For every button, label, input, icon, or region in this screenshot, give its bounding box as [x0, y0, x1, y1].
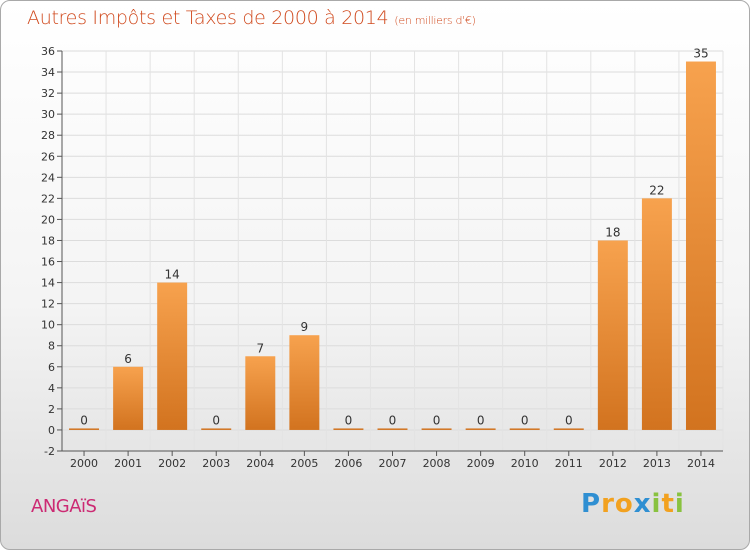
- bar: [641, 198, 672, 430]
- x-tick-label: 2005: [290, 457, 318, 470]
- data-label: 0: [565, 413, 573, 427]
- y-tick-label: 32: [41, 87, 55, 100]
- data-labels: 0 6 14 0 7 9 0 0 0 0 0 0 18 22 35: [80, 47, 708, 428]
- bar: [685, 61, 716, 430]
- chart-title-text: Autres Impôts et Taxes de 2000 à 2014: [27, 7, 389, 29]
- chart-title: Autres Impôts et Taxes de 2000 à 2014 (en…: [27, 7, 476, 29]
- bar: [245, 356, 276, 430]
- bar: [289, 335, 320, 430]
- bar: [113, 366, 144, 430]
- logo-letter: P: [581, 489, 602, 519]
- y-tick-label: 22: [41, 192, 55, 205]
- data-label: 18: [605, 225, 620, 239]
- logo-letter: x: [633, 489, 652, 519]
- data-label: 7: [256, 341, 264, 355]
- data-label: 22: [649, 183, 664, 197]
- y-tick-label: 24: [41, 171, 55, 184]
- logo-letter: r: [601, 489, 615, 519]
- y-tick-label: 16: [41, 256, 55, 269]
- y-tick-label: 14: [41, 277, 55, 290]
- x-tick-label: 2012: [599, 457, 627, 470]
- data-label: 0: [433, 413, 441, 427]
- bar: [553, 428, 584, 430]
- y-tick-label: 0: [48, 424, 55, 437]
- logo-letter: t: [661, 489, 675, 519]
- bar: [157, 282, 188, 430]
- x-tick-label: 2003: [202, 457, 230, 470]
- proxiti-logo[interactable]: Proxiti: [581, 489, 685, 519]
- data-label: 6: [124, 352, 132, 366]
- data-label: 9: [301, 320, 309, 334]
- commune-name: ANGAïS: [31, 496, 97, 517]
- y-tick-label: 6: [48, 361, 55, 374]
- x-tick-label: 2004: [246, 457, 274, 470]
- y-tick-label: 10: [41, 319, 55, 332]
- x-tick-label: 2006: [334, 457, 362, 470]
- bar: [465, 428, 496, 430]
- bars: [69, 61, 716, 430]
- y-tick-label: 18: [41, 234, 55, 247]
- logo-letter: i: [674, 489, 685, 519]
- x-tick-label: 2013: [643, 457, 671, 470]
- data-label: 0: [477, 413, 485, 427]
- x-tick-label: 2014: [687, 457, 715, 470]
- y-tick-label: 8: [48, 340, 55, 353]
- bar: [69, 428, 100, 430]
- bar: [377, 428, 408, 430]
- y-tick-label: 36: [41, 45, 55, 58]
- bar: [421, 428, 452, 430]
- x-tick-label: 2007: [379, 457, 407, 470]
- y-tick-label: 30: [41, 108, 55, 121]
- y-tick-label: -2: [44, 445, 55, 458]
- data-label: 0: [80, 413, 88, 427]
- y-tick-label: 12: [41, 298, 55, 311]
- y-tick-label: 26: [41, 150, 55, 163]
- x-tick-label: 2010: [511, 457, 539, 470]
- data-label: 0: [212, 413, 220, 427]
- x-tick-label: 2008: [423, 457, 451, 470]
- data-label: 35: [693, 47, 708, 61]
- y-tick-label: 34: [41, 66, 55, 79]
- x-tick-label: 2002: [158, 457, 186, 470]
- x-tick-label: 2000: [70, 457, 98, 470]
- bar: [509, 428, 540, 430]
- y-tick-label: 4: [48, 382, 55, 395]
- y-tick-label: 2: [48, 403, 55, 416]
- bar: [201, 428, 232, 430]
- y-tick-label: 20: [41, 213, 55, 226]
- chart-subtitle: (en milliers d'€): [394, 14, 476, 27]
- y-tick-label: 28: [41, 129, 55, 142]
- data-label: 0: [389, 413, 397, 427]
- bar: [597, 240, 628, 430]
- data-label: 0: [521, 413, 529, 427]
- x-tick-label: 2001: [114, 457, 142, 470]
- x-tick-label: 2009: [467, 457, 495, 470]
- bar: [333, 428, 364, 430]
- logo-letter: i: [651, 489, 662, 519]
- logo-letter: o: [614, 489, 634, 519]
- x-tick-label: 2011: [555, 457, 583, 470]
- data-label: 0: [345, 413, 353, 427]
- data-label: 14: [165, 268, 180, 282]
